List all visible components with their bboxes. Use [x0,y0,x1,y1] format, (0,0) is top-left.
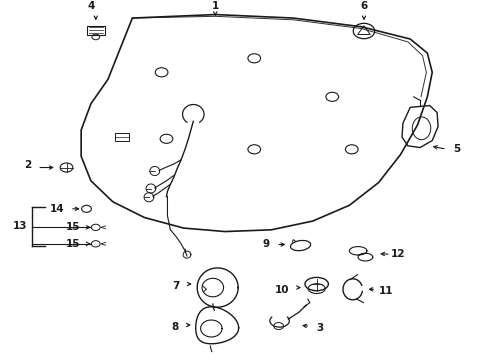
Text: 13: 13 [13,221,27,231]
Text: 12: 12 [390,249,405,259]
Bar [87,26,104,35]
Text: 14: 14 [49,204,64,214]
Text: 15: 15 [65,222,80,232]
Bar [115,133,129,140]
Text: 5: 5 [452,144,459,154]
Text: 8: 8 [171,322,179,332]
Text: 11: 11 [378,286,392,296]
Text: 6: 6 [360,1,367,11]
Text: 4: 4 [87,1,94,11]
Text: 2: 2 [24,160,31,170]
Text: 3: 3 [316,323,323,333]
Text: 9: 9 [263,239,269,249]
Text: 10: 10 [275,285,289,295]
Text: 7: 7 [172,281,180,291]
Text: 15: 15 [65,239,80,249]
Text: 1: 1 [211,1,219,11]
